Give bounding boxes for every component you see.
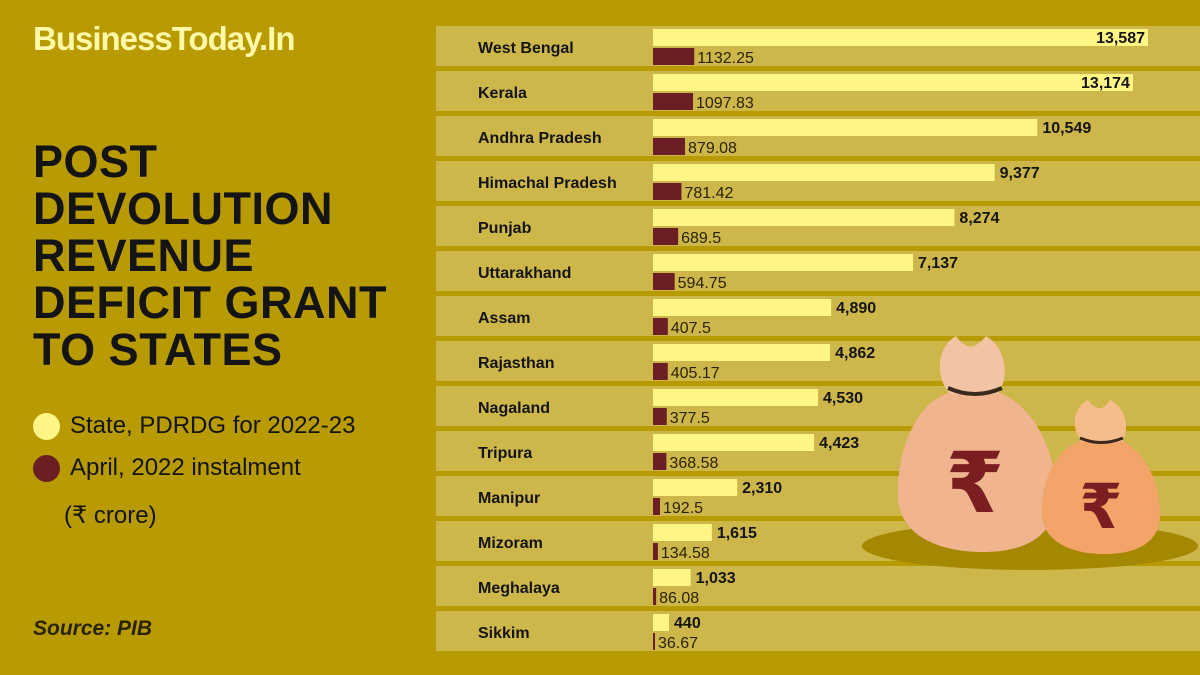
svg-text:₹: ₹	[946, 434, 1004, 532]
bar-instalment	[653, 453, 667, 470]
category-label: Andhra Pradesh	[478, 130, 602, 147]
money-bag-large-icon: ₹	[897, 336, 1056, 552]
category-label: Uttarakhand	[478, 265, 571, 282]
data-label-instalment: 192.5	[663, 500, 703, 517]
data-label-instalment: 689.5	[681, 230, 721, 247]
category-label: Tripura	[478, 445, 532, 462]
bar-pdrdg	[653, 569, 691, 586]
category-label: Punjab	[478, 220, 532, 237]
bar-pdrdg	[653, 254, 914, 271]
bar-instalment	[653, 183, 682, 200]
bar-pdrdg	[653, 209, 955, 226]
source-note: Source: PIB	[33, 617, 153, 640]
row-band	[436, 566, 1200, 606]
bar-pdrdg	[653, 614, 670, 631]
data-label-pdrdg: 1,615	[717, 525, 757, 542]
legend-swatch-pdrdg	[33, 412, 60, 440]
money-bag-small-icon: ₹	[1041, 400, 1160, 554]
category-label: Assam	[478, 310, 530, 327]
category-label: Sikkim	[478, 625, 530, 642]
data-label-pdrdg: 1,033	[696, 570, 736, 587]
category-label: Meghalaya	[478, 580, 560, 597]
svg-text:₹: ₹	[1079, 470, 1122, 543]
data-label-instalment: 594.75	[678, 275, 727, 292]
title-line: DEVOLUTION	[33, 183, 334, 234]
bar-pdrdg	[653, 524, 712, 541]
data-label-pdrdg: 4,862	[835, 345, 875, 362]
category-label: Manipur	[478, 490, 540, 507]
data-label-pdrdg: 10,549	[1042, 120, 1091, 137]
legend-label-pdrdg: State, PDRDG for 2022-23	[70, 412, 356, 439]
bar-instalment	[653, 273, 675, 290]
bar-instalment	[653, 498, 661, 515]
bar-pdrdg	[653, 479, 738, 496]
bar-pdrdg	[653, 434, 815, 451]
bar-instalment	[653, 138, 686, 155]
title-line: POST	[33, 136, 158, 187]
legend-label-instalment: April, 2022 instalment	[70, 454, 301, 481]
data-label-pdrdg: 9,377	[1000, 165, 1040, 182]
category-label: Nagaland	[478, 400, 550, 417]
data-label-pdrdg: 8,274	[959, 210, 999, 227]
bar-instalment	[653, 228, 679, 245]
data-label-instalment: 377.5	[670, 410, 710, 427]
row-band	[436, 611, 1200, 651]
data-label-instalment: 36.67	[658, 635, 698, 652]
bar-instalment	[653, 588, 657, 605]
bar-instalment	[653, 48, 695, 65]
data-label-pdrdg: 13,174	[1081, 75, 1130, 92]
chart-legend: State, PDRDG for 2022-23 April, 2022 ins…	[33, 405, 355, 489]
legend-swatch-instalment	[33, 454, 60, 482]
bar-pdrdg	[653, 164, 995, 181]
bar-pdrdg	[653, 29, 1148, 46]
bar-pdrdg	[653, 119, 1038, 136]
legend-item-instalment: April, 2022 instalment	[33, 447, 355, 489]
data-label-pdrdg: 4,890	[836, 300, 876, 317]
bar-instalment	[653, 93, 693, 110]
data-label-instalment: 134.58	[661, 545, 710, 562]
category-label: Himachal Pradesh	[478, 175, 617, 192]
chart-title: POST DEVOLUTION REVENUE DEFICIT GRANT TO…	[33, 138, 433, 373]
category-label: Kerala	[478, 85, 527, 102]
data-label-instalment: 368.58	[669, 455, 718, 472]
money-bags-illustration: ₹ ₹	[862, 336, 1198, 570]
bar-instalment	[653, 543, 658, 560]
data-label-pdrdg: 440	[674, 615, 701, 632]
bar-instalment	[653, 408, 667, 425]
data-label-instalment: 1097.83	[696, 95, 754, 112]
data-label-instalment: 1132.25	[697, 50, 754, 67]
unit-label: (₹ crore)	[64, 502, 157, 529]
title-line: DEFICIT GRANT	[33, 277, 387, 328]
data-label-instalment: 405.17	[671, 365, 720, 382]
bar-pdrdg	[653, 344, 831, 361]
data-label-pdrdg: 4,423	[819, 435, 859, 452]
data-label-instalment: 407.5	[671, 320, 711, 337]
data-label-pdrdg: 7,137	[918, 255, 958, 272]
data-label-instalment: 781.42	[684, 185, 733, 202]
brand-logo: BusinessToday.In	[33, 20, 296, 57]
data-label-pdrdg: 13,587	[1096, 30, 1145, 47]
legend-item-pdrdg: State, PDRDG for 2022-23	[33, 405, 355, 447]
bar-instalment	[653, 363, 668, 380]
bar-chart: West Bengal 13,587 1132.25 Kerala 13,174 1097…	[436, 26, 1200, 652]
data-label-instalment: 86.08	[659, 590, 699, 607]
bar-pdrdg	[653, 299, 832, 316]
bar-instalment	[653, 633, 655, 650]
data-label-instalment: 879.08	[688, 140, 737, 157]
bar-instalment	[653, 318, 668, 335]
category-label: Rajasthan	[478, 355, 554, 372]
data-label-pdrdg: 2,310	[742, 480, 782, 497]
bar-pdrdg	[653, 389, 819, 406]
data-label-pdrdg: 4,530	[823, 390, 863, 407]
title-line: REVENUE	[33, 230, 255, 281]
category-label: Mizoram	[478, 535, 543, 552]
title-line: TO STATES	[33, 324, 283, 375]
category-label: West Bengal	[478, 40, 574, 57]
bar-pdrdg	[653, 74, 1133, 91]
